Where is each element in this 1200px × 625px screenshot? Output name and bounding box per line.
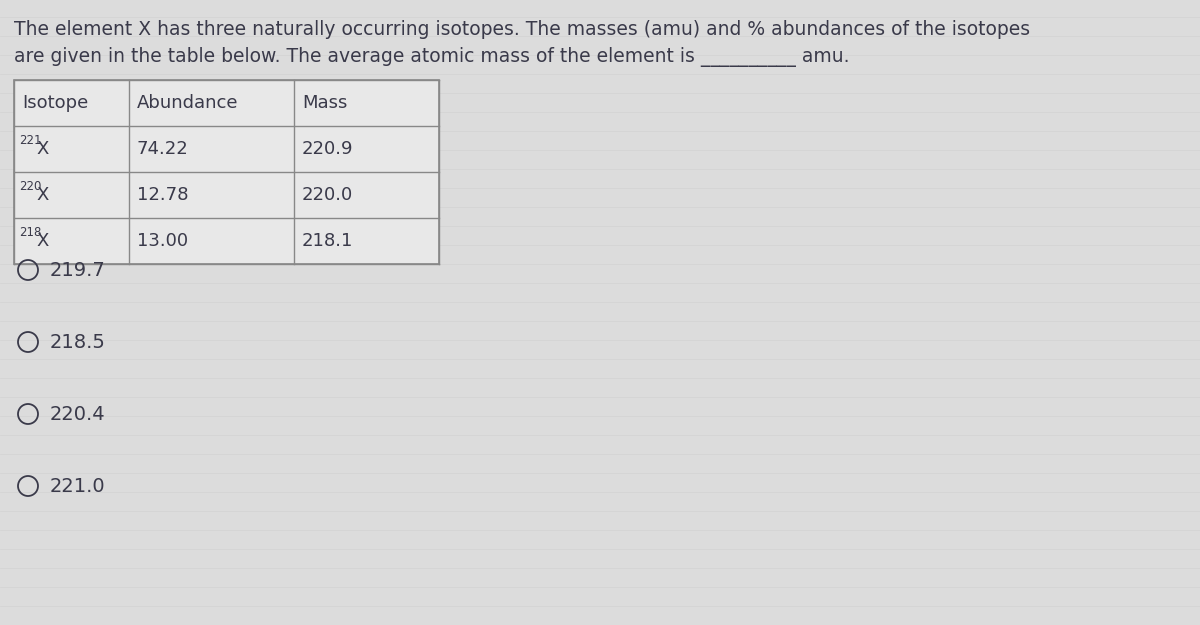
Text: X: X	[36, 186, 48, 204]
Text: 221.0: 221.0	[50, 476, 106, 496]
Text: Isotope: Isotope	[22, 94, 89, 112]
Text: The element X has three naturally occurring isotopes. The masses (amu) and % abu: The element X has three naturally occurr…	[14, 20, 1030, 39]
Text: 12.78: 12.78	[137, 186, 188, 204]
Text: Mass: Mass	[302, 94, 347, 112]
FancyBboxPatch shape	[14, 80, 439, 264]
Text: 218: 218	[19, 226, 41, 239]
Text: X: X	[36, 140, 48, 158]
Text: X: X	[36, 232, 48, 250]
Text: Abundance: Abundance	[137, 94, 239, 112]
Text: are given in the table below. The average atomic mass of the element is ________: are given in the table below. The averag…	[14, 47, 850, 67]
Text: 220.9: 220.9	[302, 140, 354, 158]
Text: 220.0: 220.0	[302, 186, 353, 204]
Text: 218.1: 218.1	[302, 232, 353, 250]
Text: 221: 221	[19, 134, 42, 146]
Text: 13.00: 13.00	[137, 232, 188, 250]
Text: 219.7: 219.7	[50, 261, 106, 279]
Text: 218.5: 218.5	[50, 332, 106, 351]
Text: 74.22: 74.22	[137, 140, 188, 158]
Text: 220.4: 220.4	[50, 404, 106, 424]
Text: 220: 220	[19, 179, 41, 192]
